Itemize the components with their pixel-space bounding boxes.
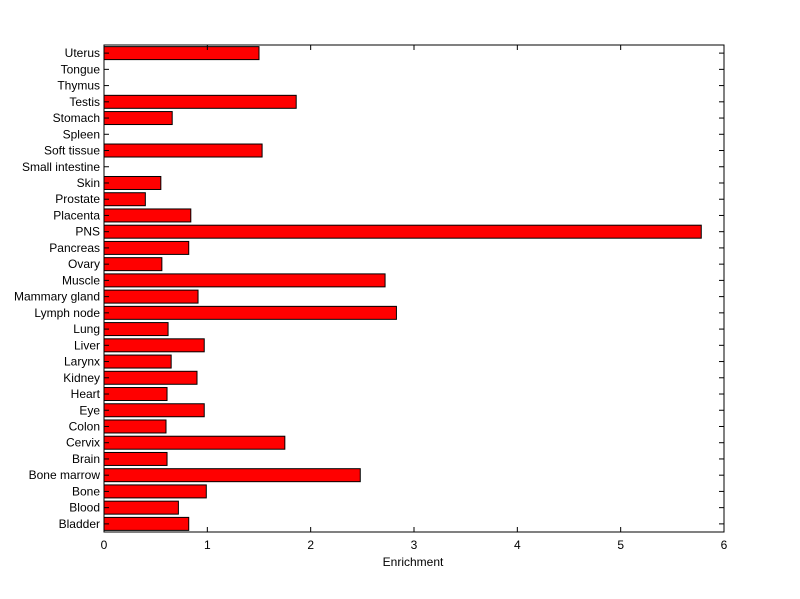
x-tick-label-6: 6 <box>721 538 728 552</box>
bar-lung <box>103 322 169 337</box>
bar-eye <box>103 403 205 418</box>
y-tick-label-ovary: Ovary <box>68 257 100 271</box>
bar-larynx <box>103 354 172 369</box>
y-tick-label-testis: Testis <box>69 95 100 109</box>
x-axis-label: Enrichment <box>383 555 444 569</box>
y-tick-label-small-intestine: Small intestine <box>22 160 100 174</box>
bar-soft-tissue <box>103 143 263 158</box>
bar-prostate <box>103 192 146 207</box>
bar-pancreas <box>103 240 190 255</box>
x-tick-label-3: 3 <box>411 538 418 552</box>
y-tick-label-liver: Liver <box>74 338 100 352</box>
y-axis-ticks: Bladder Blood Bone Bone marrow Brain Cervix Co… <box>14 46 724 531</box>
x-tick-label-0: 0 <box>101 538 108 552</box>
bar-bladder <box>103 516 190 531</box>
plot-frame <box>103 44 725 533</box>
bar-heart <box>103 387 168 402</box>
bar-kidney <box>103 370 198 385</box>
y-tick-label-colon: Colon <box>69 419 100 433</box>
y-tick-label-spleen: Spleen <box>63 127 100 141</box>
plot-area <box>104 45 724 532</box>
y-tick-label-bone-marrow: Bone marrow <box>29 468 101 482</box>
bar-blood <box>103 500 179 515</box>
x-axis-ticks: 0 1 2 3 4 5 6 <box>101 45 728 552</box>
y-tick-label-pns: PNS <box>75 225 100 239</box>
y-tick-label-heart: Heart <box>71 387 101 401</box>
y-tick-label-pancreas: Pancreas <box>49 241 100 255</box>
y-tick-label-eye: Eye <box>79 403 100 417</box>
y-tick-label-placenta: Placenta <box>53 208 100 222</box>
y-tick-label-lymph-node: Lymph node <box>34 306 100 320</box>
y-tick-label-stomach: Stomach <box>53 111 100 125</box>
y-tick-label-uterus: Uterus <box>65 46 100 60</box>
bar-skin <box>103 175 162 190</box>
y-tick-label-larynx: Larynx <box>64 355 100 369</box>
bar-cervix <box>103 435 286 450</box>
bar-liver <box>103 338 205 353</box>
bar-bone <box>103 484 207 499</box>
y-tick-label-cervix: Cervix <box>66 436 100 450</box>
y-tick-label-soft-tissue: Soft tissue <box>44 144 100 158</box>
y-tick-label-prostate: Prostate <box>55 192 100 206</box>
x-tick-label-1: 1 <box>204 538 211 552</box>
y-tick-label-blood: Blood <box>69 501 100 515</box>
bar-uterus <box>103 46 260 61</box>
bar-colon <box>103 419 167 434</box>
x-tick-label-2: 2 <box>307 538 314 552</box>
bar-muscle <box>103 273 386 288</box>
bar-stomach <box>103 111 173 126</box>
y-tick-label-bladder: Bladder <box>59 517 100 531</box>
y-tick-label-kidney: Kidney <box>63 371 100 385</box>
bar-pns <box>103 224 702 239</box>
y-tick-label-thymus: Thymus <box>57 79 100 93</box>
bar-testis <box>103 94 297 109</box>
bar-placenta <box>103 208 192 223</box>
y-tick-label-brain: Brain <box>72 452 100 466</box>
y-tick-label-tongue: Tongue <box>61 62 101 76</box>
y-tick-label-muscle: Muscle <box>62 273 100 287</box>
bar-bone-marrow <box>103 468 361 483</box>
y-tick-label-skin: Skin <box>77 176 100 190</box>
bar-lymph-node <box>103 305 397 320</box>
x-tick-label-4: 4 <box>514 538 521 552</box>
bar-mammary-gland <box>103 289 199 304</box>
x-tick-label-5: 5 <box>617 538 624 552</box>
bar-ovary <box>103 257 163 272</box>
y-tick-label-mammary-gland: Mammary gland <box>14 290 100 304</box>
y-tick-label-lung: Lung <box>73 322 100 336</box>
y-tick-label-bone: Bone <box>72 484 100 498</box>
bar-brain <box>103 451 168 466</box>
